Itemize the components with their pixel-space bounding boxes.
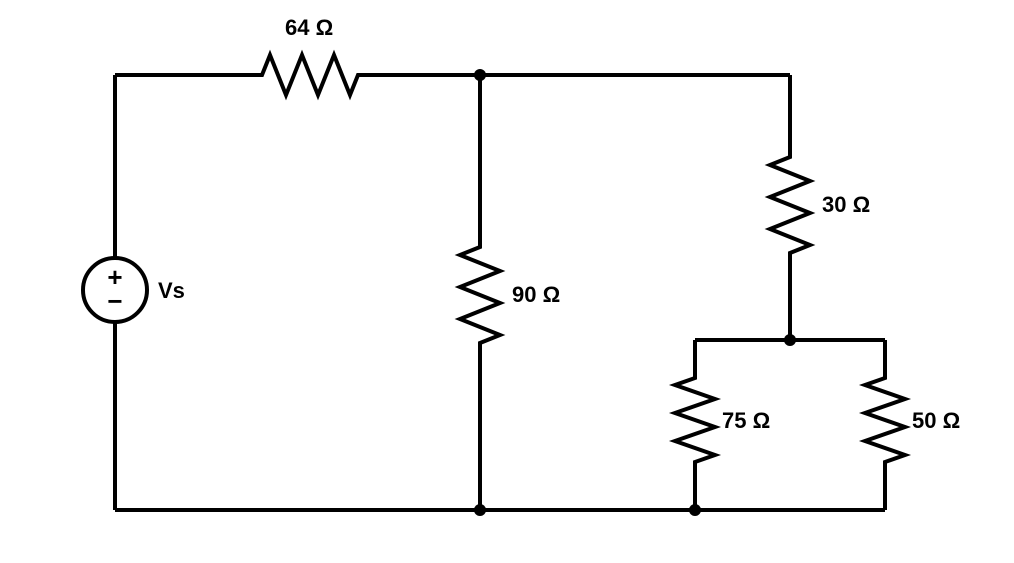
label-r-right: 30 Ω	[822, 192, 870, 217]
circuit-diagram: + − Vs 64 Ω 90 Ω 30 Ω 75 Ω 50 Ω	[0, 0, 1014, 563]
node-right-mid	[784, 334, 796, 346]
resistor-r-right	[770, 145, 810, 265]
node-bottom-a	[474, 504, 486, 516]
label-r-mid: 90 Ω	[512, 282, 560, 307]
resistor-r-top	[250, 55, 370, 95]
label-vs: Vs	[158, 278, 185, 303]
label-r-p1: 75 Ω	[722, 408, 770, 433]
resistor-r-p1	[675, 368, 715, 472]
node-bottom-r	[689, 504, 701, 516]
resistor-r-mid	[460, 235, 500, 355]
node-top-a	[474, 69, 486, 81]
label-r-p2: 50 Ω	[912, 408, 960, 433]
label-r-top: 64 Ω	[285, 15, 333, 40]
resistor-r-p2	[865, 368, 905, 472]
voltage-source-minus: −	[107, 286, 122, 316]
